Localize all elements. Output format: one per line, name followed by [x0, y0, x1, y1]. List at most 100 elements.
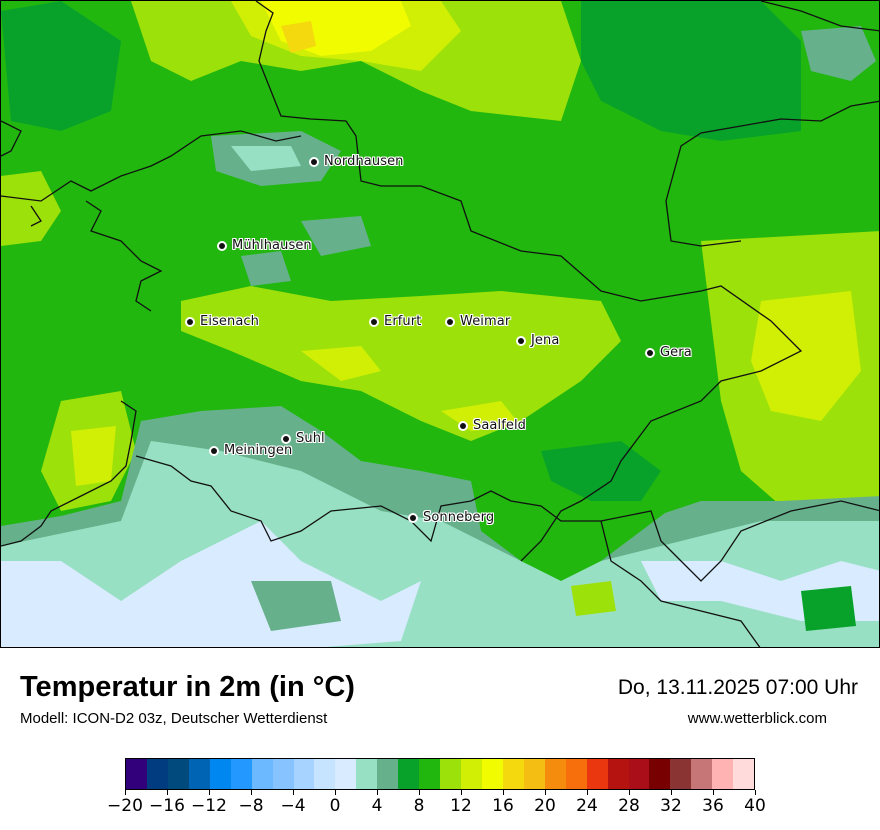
colorbar-tick-mark	[208, 790, 210, 795]
city-dot-icon	[211, 447, 217, 454]
colorbar-bin	[691, 759, 713, 789]
colorbar-tick-label: −12	[191, 796, 227, 816]
city-label: Eisenach	[200, 314, 259, 329]
colorbar-tick-label: −20	[107, 796, 143, 816]
colorbar-bin	[670, 759, 692, 789]
colorbar-bin	[230, 759, 252, 789]
city-label: Erfurt	[384, 314, 422, 329]
city-dot-icon	[460, 422, 466, 429]
colorbar-tick-mark	[712, 790, 714, 795]
city-marker-eisenach: Eisenach	[187, 314, 259, 329]
colorbar-bin	[565, 759, 587, 789]
colorbar-tick-label: 36	[702, 796, 724, 816]
city-label: Sonneberg	[423, 510, 495, 525]
city-marker-saalfeld: Saalfeld	[460, 418, 526, 433]
city-label: Meiningen	[224, 443, 293, 458]
city-label: Gera	[660, 345, 692, 360]
colorbar-tick-label: 40	[744, 796, 766, 816]
colorbar-tick-mark	[460, 790, 462, 795]
model-source: Modell: ICON-D2 03z, Deutscher Wetterdie…	[20, 710, 328, 727]
colorbar-bin	[586, 759, 608, 789]
colorbar-bin	[293, 759, 315, 789]
city-dot-icon	[518, 337, 524, 344]
colorbar-tick-label: −4	[280, 796, 306, 816]
city-dot-icon	[187, 318, 193, 325]
city-marker-erfurt: Erfurt	[371, 314, 421, 329]
colorbar-tick-label: 32	[660, 796, 682, 816]
city-dot-icon	[410, 514, 416, 521]
colorbar-bin	[461, 759, 482, 789]
city-dot-icon	[371, 318, 377, 325]
colorbar-bin	[209, 759, 231, 789]
colorbar-bin	[649, 759, 671, 789]
colorbar-bin	[251, 759, 273, 789]
city-dot-icon	[283, 435, 289, 442]
city-label: Suhl	[296, 431, 325, 446]
colorbar-bin	[544, 759, 566, 789]
temperature-map: Nordhausen Mühlhausen Eisenach Erfurt We…	[0, 0, 880, 648]
colorbar-tick-label: 20	[534, 796, 556, 816]
city-label: Nordhausen	[324, 154, 404, 169]
colorbar-tick-mark	[418, 790, 420, 795]
colorbar-tick-mark	[754, 790, 756, 795]
colorbar-bin	[481, 759, 503, 789]
colorbar-bin	[440, 759, 461, 789]
city-dot-icon	[219, 242, 225, 249]
map-title: Temperatur in 2m (in °C)	[20, 671, 355, 703]
colorbar-bin	[314, 759, 336, 789]
colorbar-tick-mark	[376, 790, 378, 795]
city-marker-nordhausen: Nordhausen	[311, 154, 404, 169]
city-marker-weimar: Weimar	[447, 314, 510, 329]
city-marker-jena: Jena	[518, 333, 559, 348]
colorbar-tick-label: 28	[618, 796, 640, 816]
colorbar-tick-mark	[544, 790, 546, 795]
colorbar-tick-mark	[334, 790, 336, 795]
colorbar-bin	[419, 759, 441, 789]
colorbar-bin	[335, 759, 357, 789]
colorbar-bin	[628, 759, 650, 789]
website-credit: www.wetterblick.com	[687, 710, 827, 727]
colorbar-ticks: −20 −16 −12 −8 −4 0 4 8 12 16 20 24 28 32 36 40	[107, 790, 766, 820]
city-dot-icon	[647, 349, 653, 356]
city-marker-muehlhausen: Mühlhausen	[219, 238, 312, 253]
colorbar-bin	[167, 759, 189, 789]
forecast-datetime: Do, 13.11.2025 07:00 Uhr	[617, 676, 858, 699]
city-marker-sonneberg: Sonneberg	[410, 510, 494, 525]
colorbar-tick-mark	[166, 790, 168, 795]
city-label: Mühlhausen	[232, 238, 312, 253]
colorbar-bin	[607, 759, 629, 789]
city-label: Saalfeld	[473, 418, 527, 433]
colorbar-bin	[356, 759, 378, 789]
colorbar-tick-label: 4	[371, 796, 383, 816]
colorbar-tick-label: 16	[492, 796, 514, 816]
colorbar-tick-mark	[124, 790, 126, 795]
city-dot-icon	[311, 158, 317, 165]
city-dot-icon	[447, 318, 453, 325]
colorbar-bin	[126, 759, 147, 789]
colorbar-tick-label: 8	[413, 796, 425, 816]
colorbar-tick-mark	[250, 790, 252, 795]
city-label: Weimar	[460, 314, 511, 329]
city-marker-gera: Gera	[647, 345, 692, 360]
colorbar-tick-label: 24	[576, 796, 598, 816]
city-marker-meiningen: Meiningen	[211, 443, 292, 458]
colorbar-bin	[188, 759, 210, 789]
colorbar-tick-mark	[628, 790, 630, 795]
colorbar-bin	[523, 759, 545, 789]
colorbar-bin	[398, 759, 420, 789]
colorbar-bin	[502, 759, 524, 789]
colorbar-tick-mark	[502, 790, 504, 795]
city-marker-suhl: Suhl	[283, 431, 325, 446]
colorbar-tick-mark	[670, 790, 672, 795]
colorbar-tick-mark	[586, 790, 588, 795]
temperature-colorbar	[125, 758, 755, 790]
colorbar-tick-label: −8	[238, 796, 264, 816]
colorbar-tick-label: 0	[329, 796, 341, 816]
temperature-field	[1, 1, 879, 647]
colorbar-bin	[733, 759, 755, 789]
colorbar-bin	[272, 759, 294, 789]
colorbar-bin	[146, 759, 168, 789]
city-label: Jena	[531, 333, 560, 348]
colorbar-tick-label: 12	[450, 796, 472, 816]
colorbar-bin	[712, 759, 734, 789]
